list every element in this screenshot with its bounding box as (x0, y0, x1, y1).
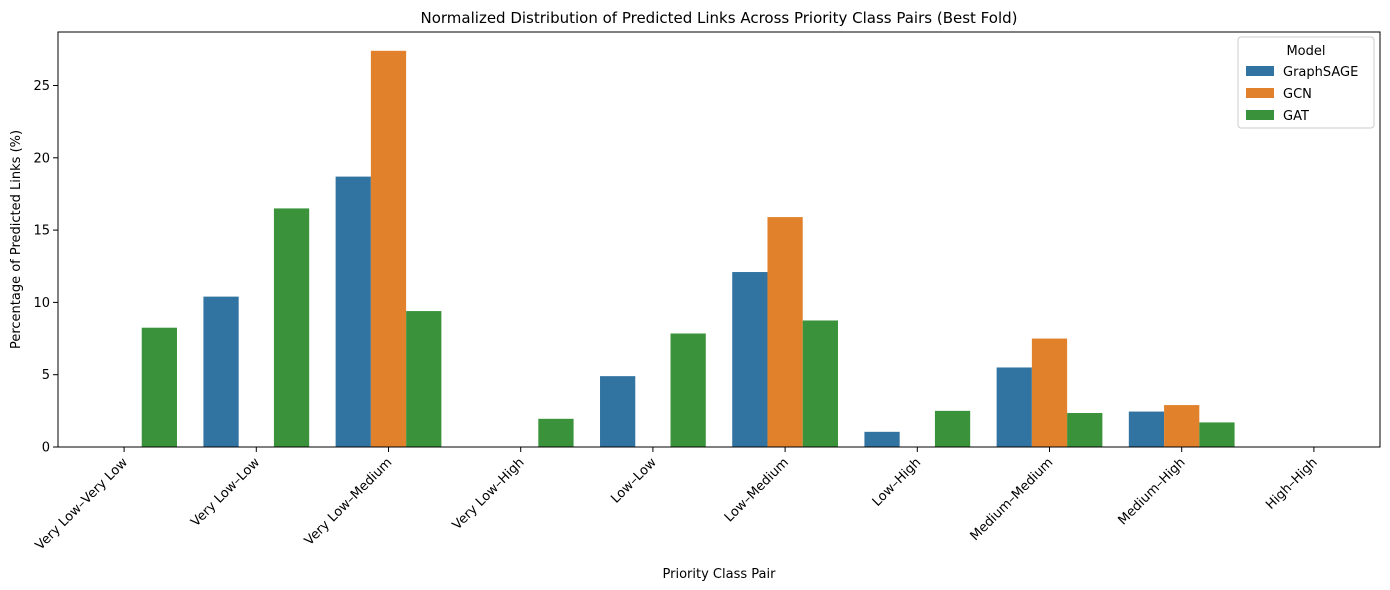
bar-graphsage-4 (600, 376, 636, 447)
bar-graphsage-1 (203, 296, 239, 447)
bar-graphsage-8 (1128, 411, 1165, 447)
bar-gat-0 (141, 327, 177, 447)
bar-graphsage-5 (732, 272, 768, 447)
x-tick-label: Very Low–High (450, 455, 528, 533)
bar-gat-2 (406, 311, 442, 447)
legend-swatch-gat (1246, 110, 1274, 120)
bar-gat-3 (538, 418, 574, 447)
legend-label-graphsage: GraphSAGE (1283, 65, 1358, 80)
x-tick-label: Low–High (870, 455, 924, 509)
bar-gat-6 (934, 410, 971, 447)
legend-title: Model (1286, 44, 1325, 59)
bar-gat-5 (802, 320, 838, 447)
y-tick-label: 5 (42, 368, 50, 383)
y-tick-label: 15 (33, 224, 50, 239)
legend-box (1237, 36, 1375, 129)
plot-frame (57, 31, 1381, 448)
y-tick-label: 20 (33, 151, 50, 166)
bar-graphsage-6 (864, 431, 900, 447)
x-tick-label: Low–Medium (722, 455, 792, 525)
x-tick-label: Very Low–Low (188, 455, 263, 530)
bar-gcn-7 (1031, 338, 1068, 447)
x-tick-label: Medium–High (1115, 455, 1188, 528)
bar-gcn-2 (370, 50, 407, 447)
x-tick-label: High–High (1263, 455, 1320, 512)
bar-gat-4 (670, 333, 706, 447)
chart-title: Normalized Distribution of Predicted Lin… (421, 9, 1018, 27)
legend-label-gcn: GCN (1283, 87, 1312, 102)
y-tick-label: 10 (33, 296, 50, 311)
x-tick-label: Very Low–Very Low (33, 455, 131, 553)
legend-label-gat: GAT (1283, 109, 1309, 124)
legend-swatch-gcn (1246, 88, 1274, 98)
x-tick-label: Medium–Medium (968, 455, 1057, 544)
x-tick-label: Low–Low (608, 455, 660, 507)
bar-gcn-5 (767, 217, 803, 447)
legend-swatch-graphsage (1246, 66, 1274, 76)
y-tick-label: 25 (33, 79, 50, 94)
legend: Model GraphSAGE GCN GAT (1237, 36, 1375, 129)
y-axis: 0 5 10 15 20 25 (33, 79, 58, 456)
y-tick-label: 0 (42, 441, 50, 456)
x-axis: Very Low–Very Low Very Low–Low Very Low–Me… (33, 447, 1321, 553)
bar-gat-1 (273, 208, 310, 447)
y-axis-label: Percentage of Predicted Links (%) (9, 130, 24, 349)
plot-area (141, 50, 1235, 447)
x-axis-label: Priority Class Pair (663, 567, 777, 582)
bar-graphsage-2 (335, 176, 371, 447)
bar-graphsage-7 (996, 367, 1032, 447)
x-tick-label: Very Low–Medium (302, 455, 395, 548)
bar-gat-8 (1199, 422, 1235, 447)
bar-gat-7 (1067, 413, 1103, 447)
bar-gcn-8 (1164, 405, 1200, 447)
